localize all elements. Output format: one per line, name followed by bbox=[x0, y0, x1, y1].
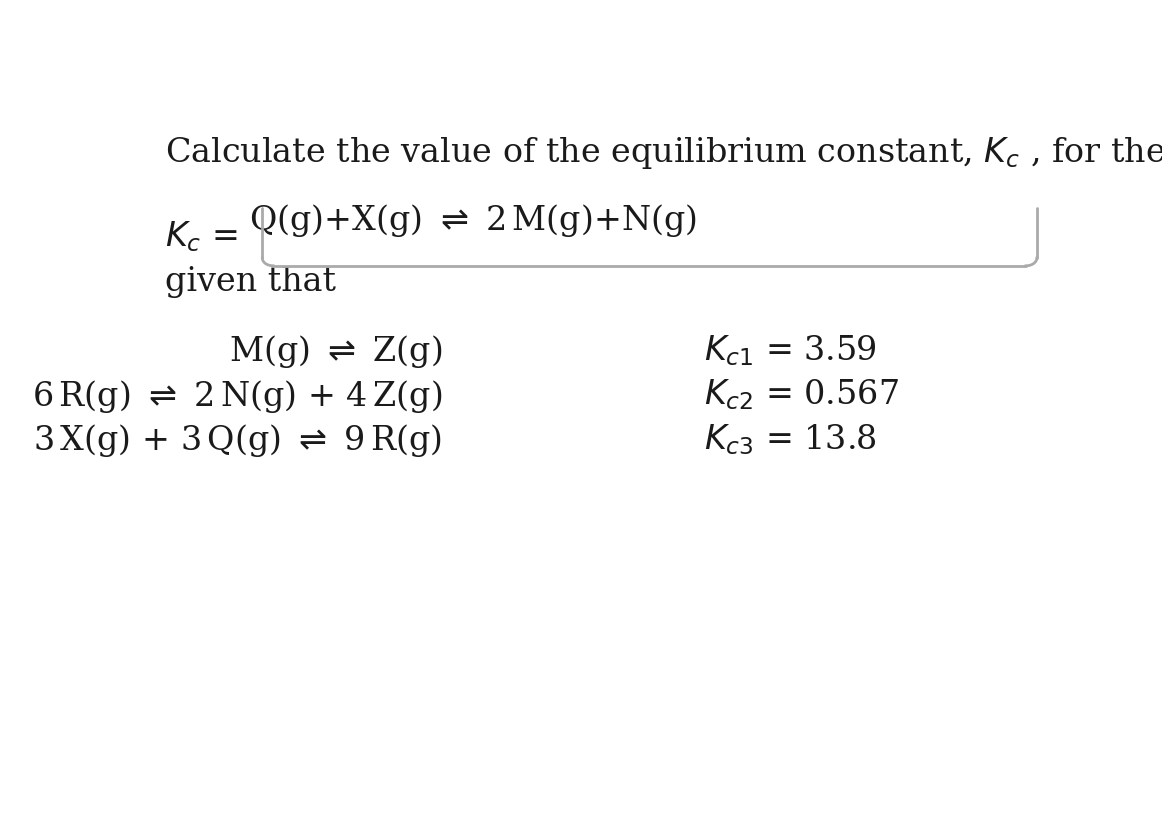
Text: Calculate the value of the equilibrium constant, $K_c$ , for the reaction: Calculate the value of the equilibrium c… bbox=[165, 134, 1162, 171]
Text: Q(g)+X(g) $\rightleftharpoons$ 2$\,$M(g)+N(g): Q(g)+X(g) $\rightleftharpoons$ 2$\,$M(g)… bbox=[249, 202, 697, 239]
Text: $K_{c2}$ = 0.567: $K_{c2}$ = 0.567 bbox=[704, 378, 898, 413]
Text: $K_{c1}$ = 3.59: $K_{c1}$ = 3.59 bbox=[704, 333, 876, 368]
Text: $K_{c3}$ = 13.8: $K_{c3}$ = 13.8 bbox=[704, 422, 876, 457]
Text: $K_c$ =: $K_c$ = bbox=[165, 220, 238, 254]
Text: given that: given that bbox=[165, 266, 336, 298]
Text: 3$\,$X(g) + 3$\,$Q(g) $\rightleftharpoons$ 9$\,$R(g): 3$\,$X(g) + 3$\,$Q(g) $\rightleftharpoon… bbox=[34, 422, 443, 459]
Text: 6$\,$R(g) $\rightleftharpoons$ 2$\,$N(g) + 4$\,$Z(g): 6$\,$R(g) $\rightleftharpoons$ 2$\,$N(g)… bbox=[33, 378, 443, 415]
Text: M(g) $\rightleftharpoons$ Z(g): M(g) $\rightleftharpoons$ Z(g) bbox=[229, 333, 443, 370]
